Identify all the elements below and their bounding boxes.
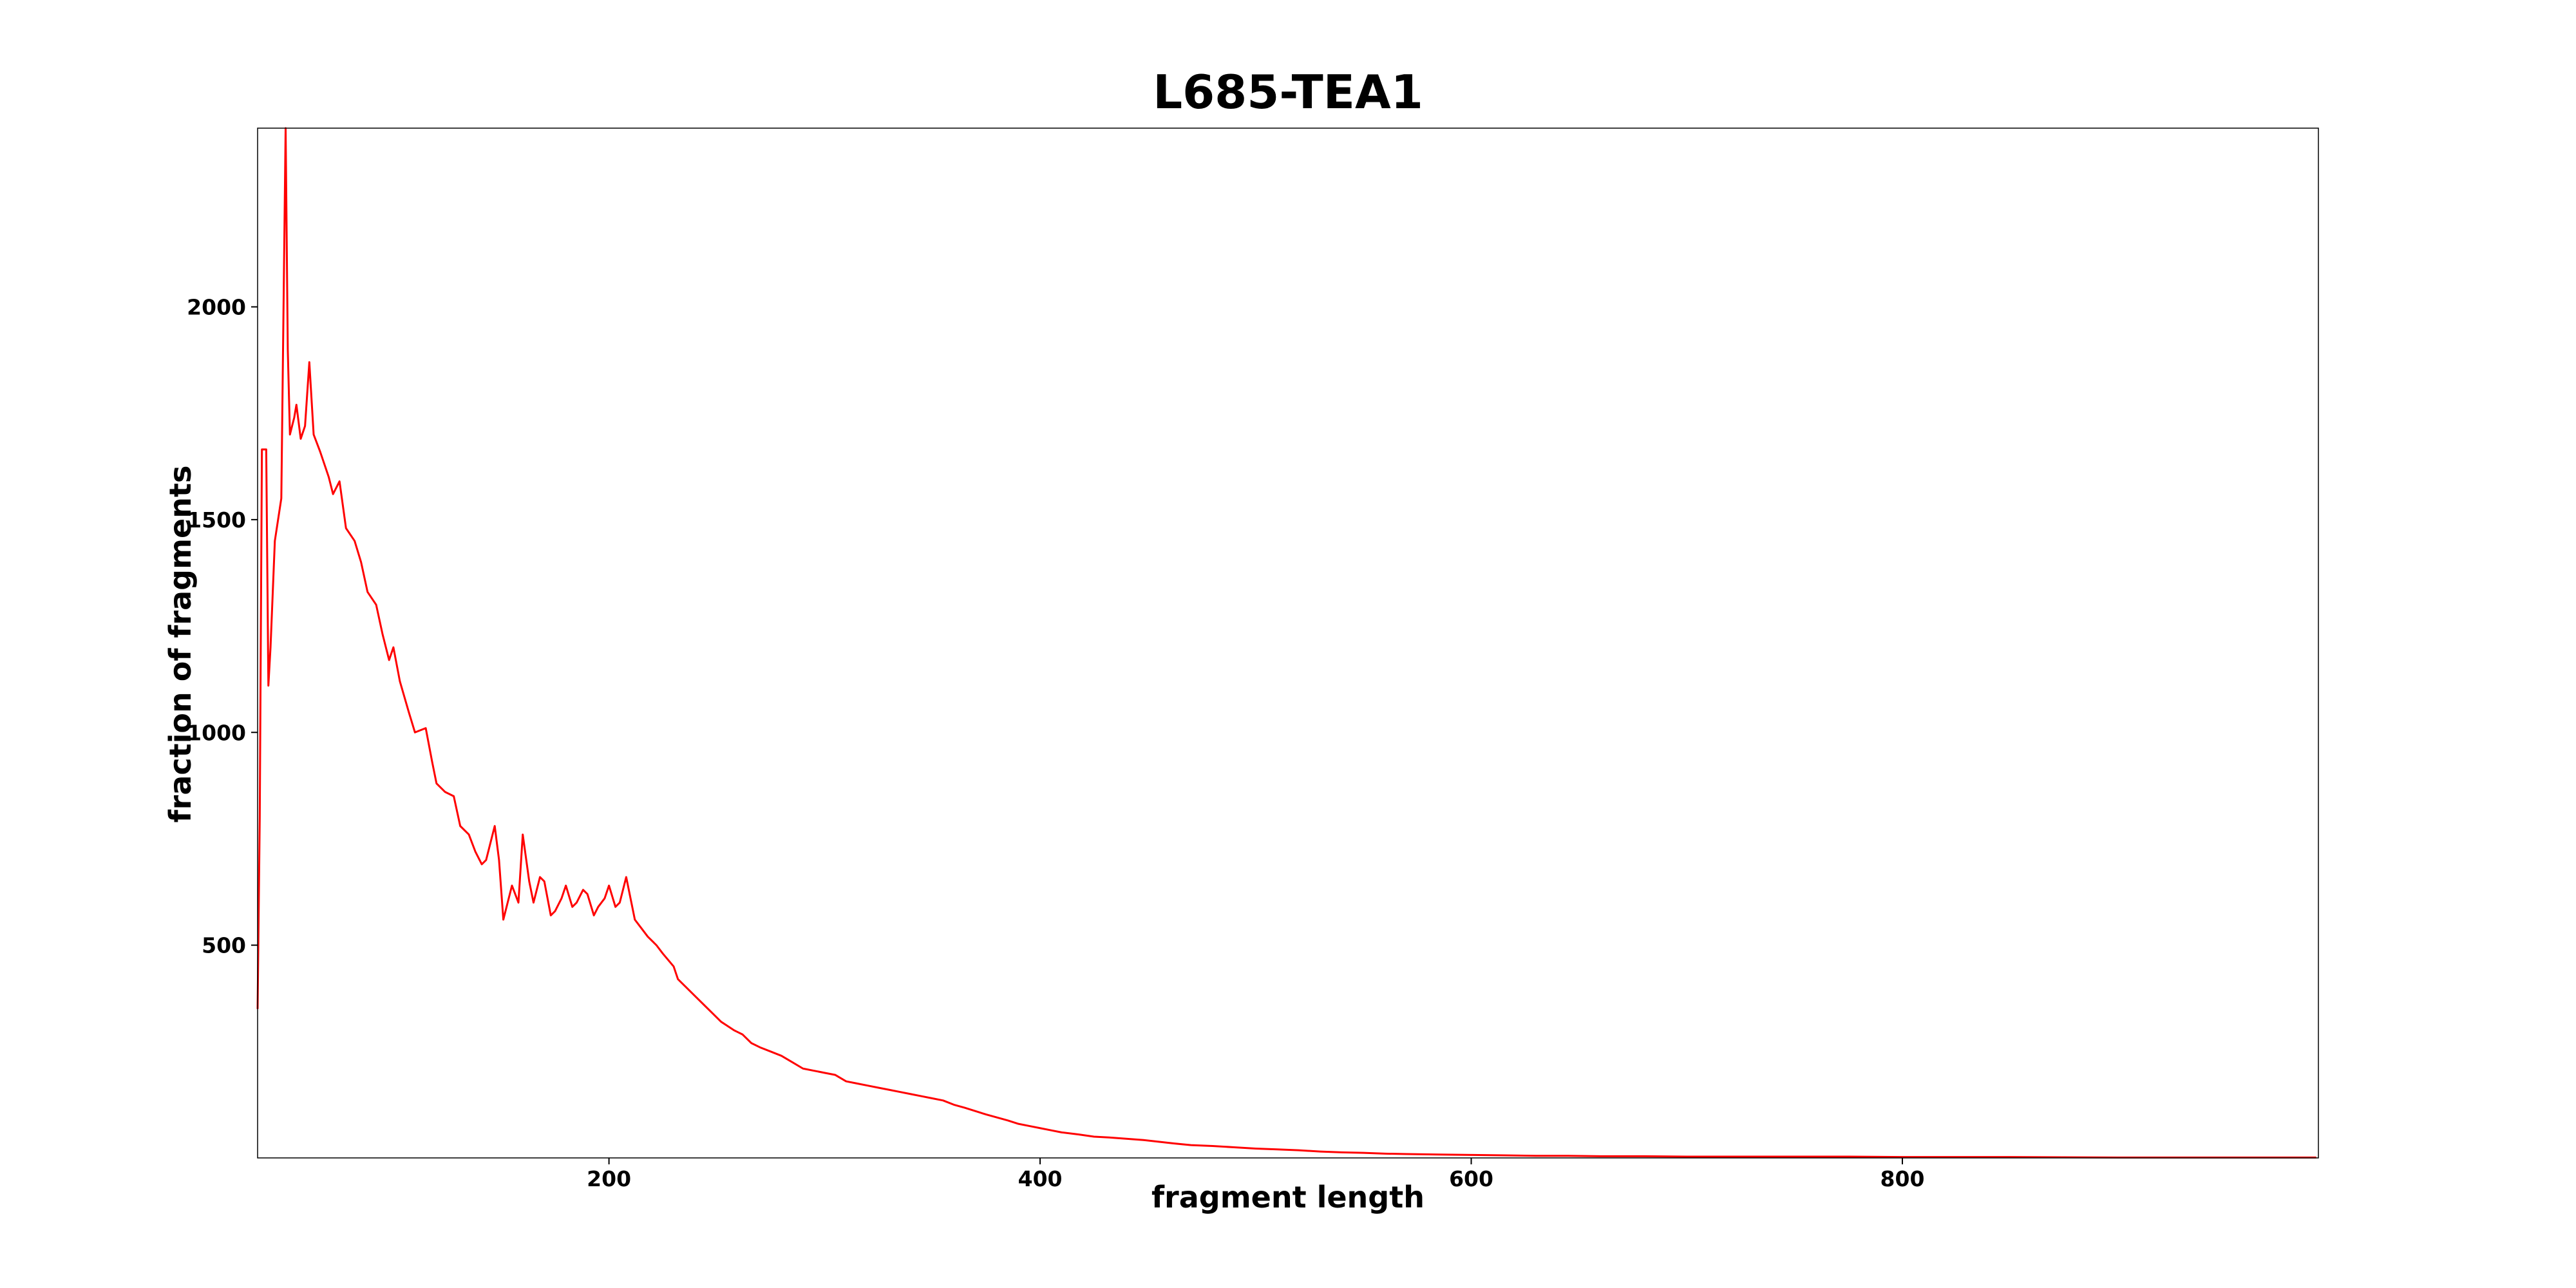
y-tick-label: 1500 [187, 507, 246, 533]
x-tick-label: 800 [1880, 1166, 1925, 1191]
y-tick-label: 500 [202, 933, 246, 958]
x-axis-label: fragment length [1151, 1180, 1425, 1215]
x-tick-label: 600 [1449, 1166, 1493, 1191]
y-axis-label: fraction of fragments [163, 466, 198, 823]
y-tick-label: 2000 [187, 295, 246, 320]
chart-title: L685-TEA1 [1153, 65, 1423, 119]
plot-frame [257, 128, 2319, 1159]
x-tick-label: 400 [1018, 1166, 1063, 1191]
y-tick-label: 1000 [187, 720, 246, 745]
x-tick-label: 200 [587, 1166, 631, 1191]
data-line [256, 127, 2316, 1159]
